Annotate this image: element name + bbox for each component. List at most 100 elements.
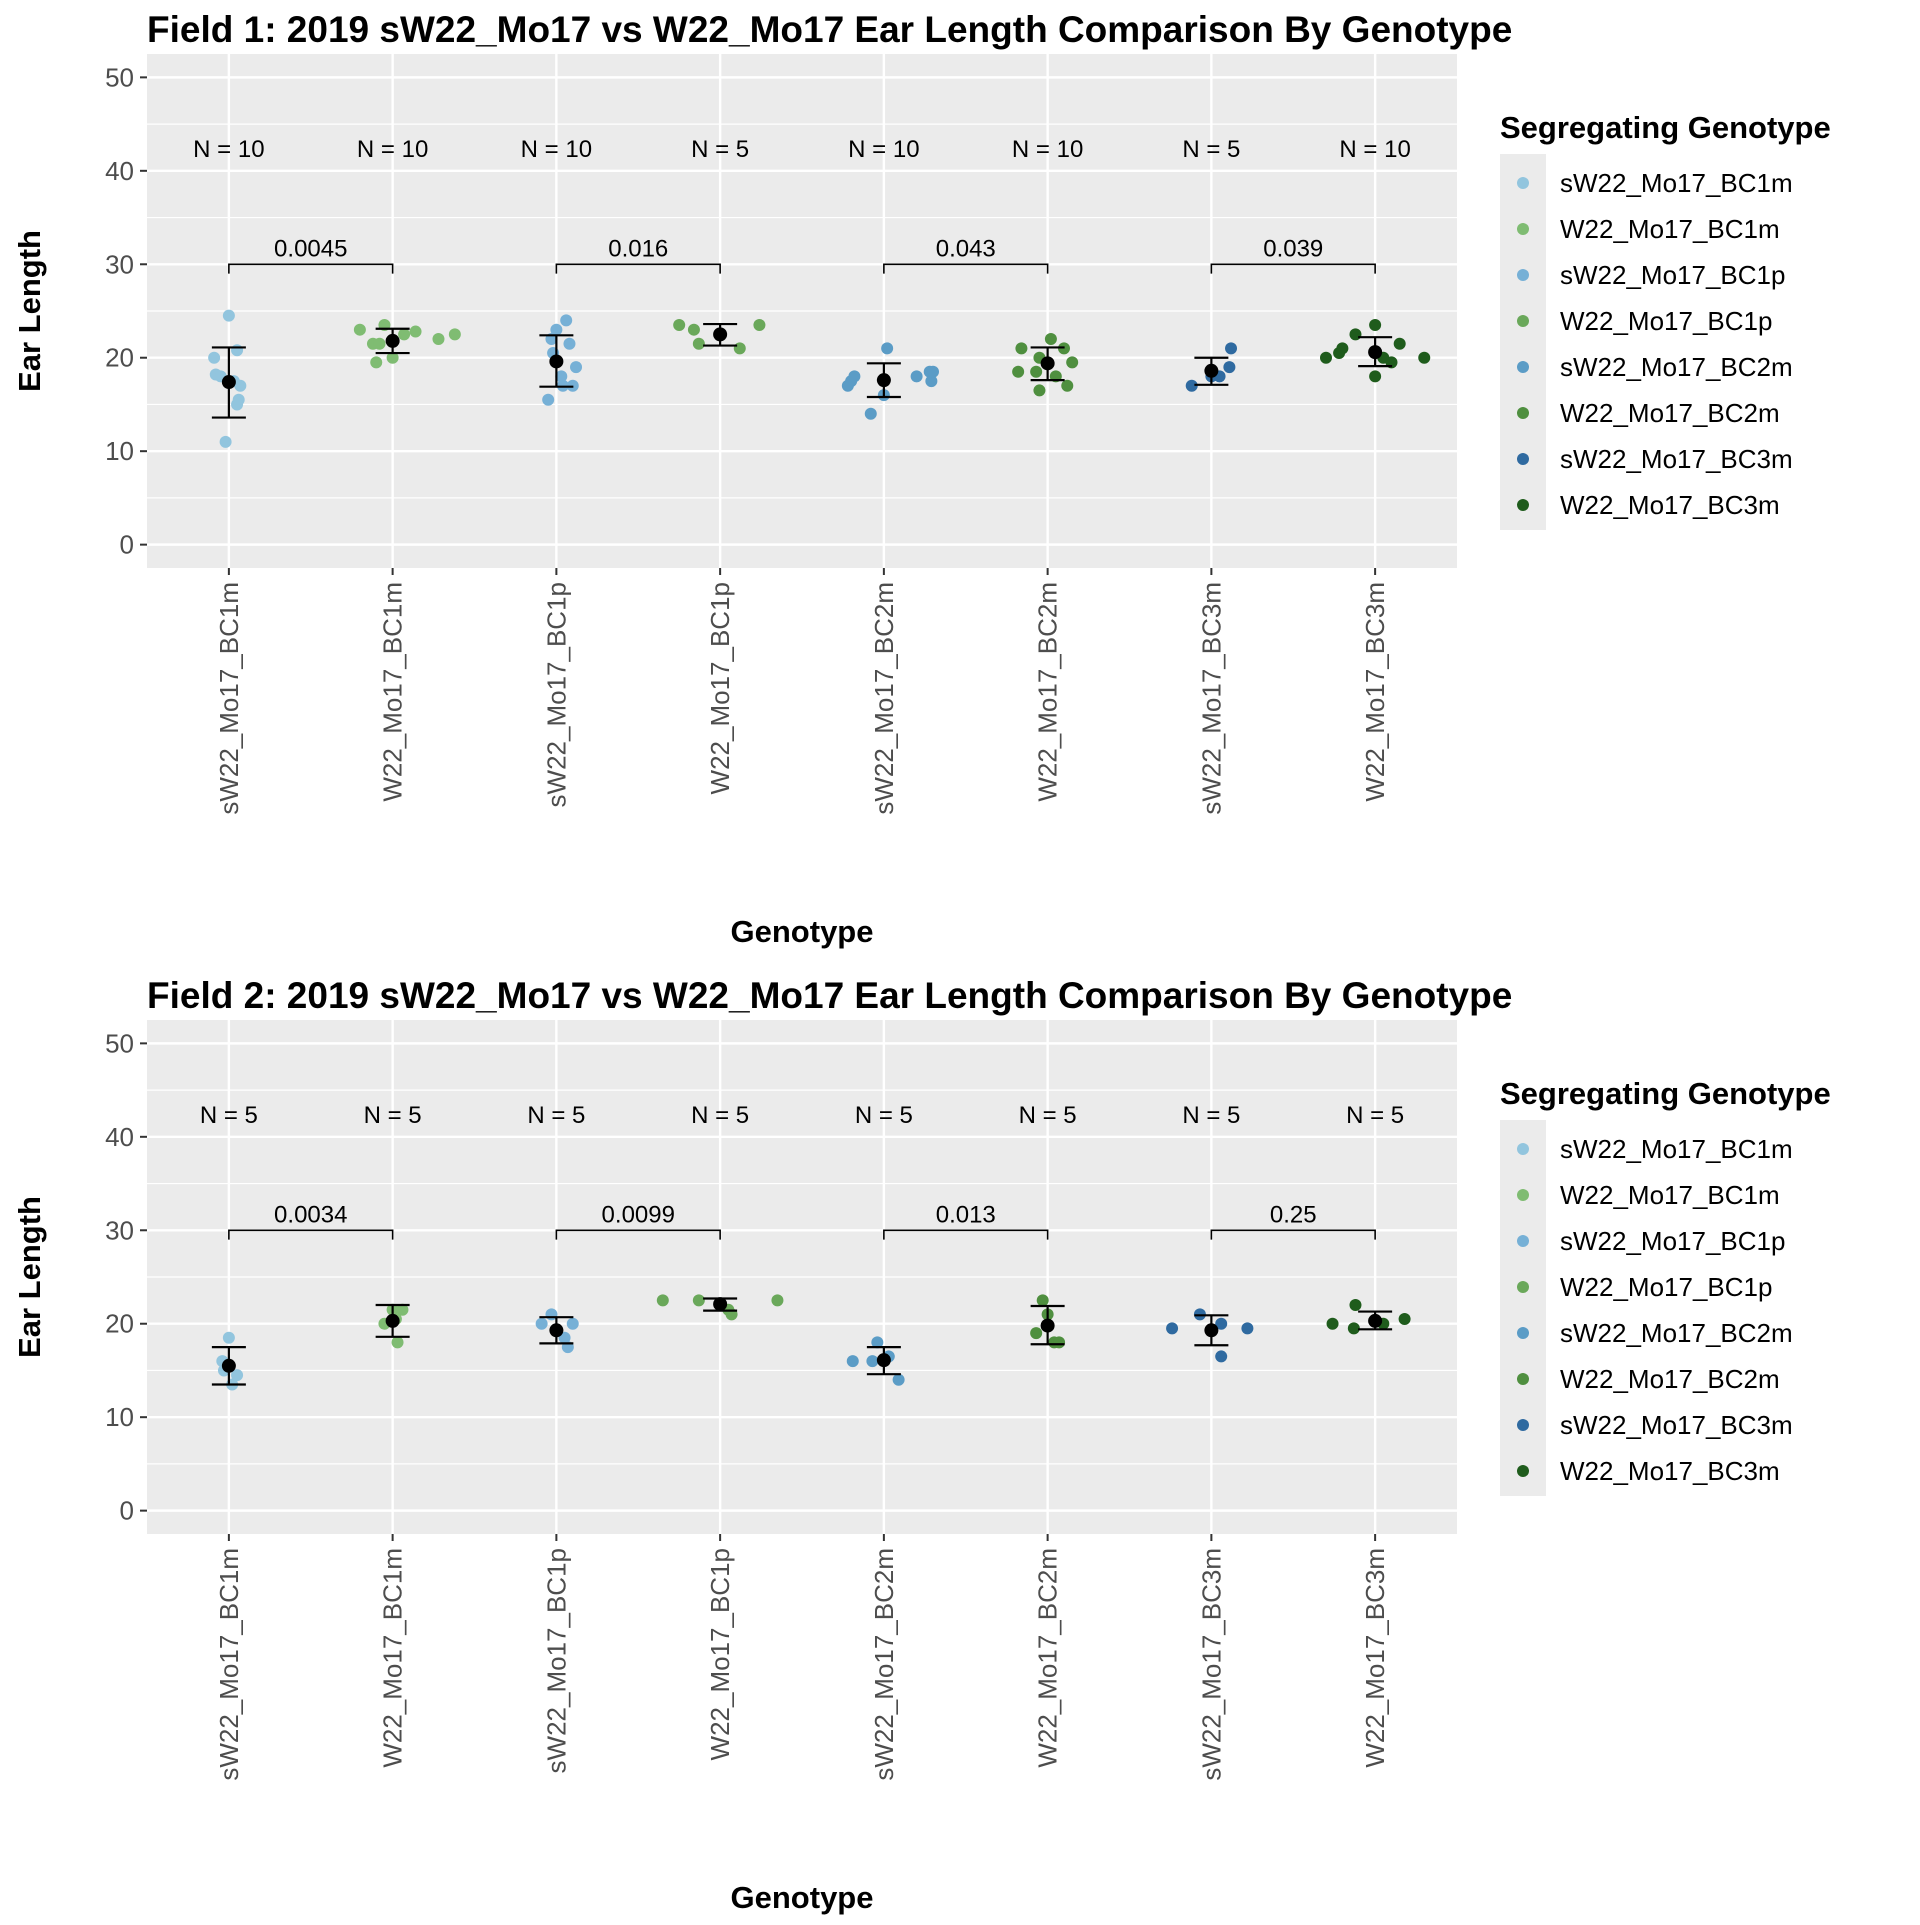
legend-key — [1517, 499, 1529, 511]
x-axis-label: Genotype — [731, 1880, 874, 1915]
comparison-bracket — [1210, 263, 1376, 274]
p-value-label: 0.016 — [608, 235, 668, 262]
y-axis-label: Ear Length — [12, 230, 47, 392]
data-point — [542, 393, 555, 406]
legend-key — [1517, 269, 1529, 281]
data-point — [1215, 1350, 1228, 1363]
data-point — [1036, 1294, 1049, 1307]
legend-key — [1517, 315, 1529, 327]
data-point — [871, 1336, 884, 1349]
p-value-label: 0.013 — [936, 1201, 996, 1228]
data-point — [692, 1294, 705, 1307]
data-point — [353, 323, 366, 336]
n-label: N = 5 — [691, 1102, 749, 1129]
data-point — [866, 1355, 879, 1368]
chart-panel-2: Field 2: 2019 sW22_Mo17 vs W22_Mo17 Ear … — [12, 975, 1831, 1915]
legend-key — [1517, 361, 1529, 373]
legend-key-background — [1500, 1120, 1546, 1496]
y-tick-label: 30 — [105, 249, 134, 279]
legend-label: W22_Mo17_BC2m — [1560, 1364, 1780, 1394]
data-point — [687, 323, 700, 336]
data-point — [563, 337, 576, 350]
p-value-label: 0.0045 — [274, 235, 347, 262]
data-point — [927, 365, 939, 378]
legend-label: W22_Mo17_BC1p — [1560, 306, 1772, 336]
legend-label: sW22_Mo17_BC1m — [1560, 168, 1793, 198]
data-point — [848, 370, 861, 383]
mean-point — [713, 1297, 728, 1312]
legend-key — [1517, 223, 1529, 235]
data-point — [1320, 351, 1332, 364]
n-label: N = 10 — [193, 136, 264, 163]
data-point — [555, 370, 568, 383]
y-tick-label: 10 — [105, 436, 134, 466]
y-tick-label: 30 — [105, 1215, 134, 1245]
mean-point — [385, 1313, 400, 1328]
data-point — [753, 319, 766, 332]
data-point — [1030, 1327, 1043, 1340]
data-point — [1369, 319, 1382, 332]
x-tick-label: W22_Mo17_BC2m — [1033, 1548, 1063, 1768]
legend-label: sW22_Mo17_BC3m — [1560, 444, 1793, 474]
x-tick-label: W22_Mo17_BC1p — [705, 582, 735, 794]
data-point — [409, 325, 422, 338]
data-point — [1326, 1317, 1339, 1330]
legend-label: W22_Mo17_BC2m — [1560, 398, 1780, 428]
y-tick-label: 40 — [105, 156, 134, 186]
mean-point — [713, 327, 728, 342]
data-point — [846, 1355, 859, 1368]
x-tick-label: sW22_Mo17_BC3m — [1196, 1548, 1226, 1781]
data-point — [656, 1294, 669, 1307]
n-label: N = 5 — [364, 1102, 422, 1129]
x-tick-label: W22_Mo17_BC3m — [1360, 1548, 1390, 1768]
comparison-bracket — [228, 263, 394, 274]
n-label: N = 5 — [691, 136, 749, 163]
data-point — [222, 309, 235, 322]
data-point — [398, 328, 411, 341]
legend: Segregating Genotype sW22_Mo17_BC1m W22_Mo… — [1500, 1076, 1831, 1496]
legend-key — [1517, 1327, 1529, 1339]
legend-key — [1517, 1373, 1529, 1385]
data-point — [1349, 1299, 1362, 1312]
legend-label: sW22_Mo17_BC1p — [1560, 1226, 1785, 1256]
legend-title: Segregating Genotype — [1500, 110, 1831, 145]
data-point — [1418, 351, 1431, 364]
legend-key — [1517, 1281, 1529, 1293]
n-label: N = 10 — [357, 136, 428, 163]
data-point — [432, 333, 445, 346]
data-point — [1225, 342, 1238, 355]
x-tick-label: W22_Mo17_BC3m — [1360, 582, 1390, 802]
y-tick-label: 10 — [105, 1402, 134, 1432]
data-point — [550, 323, 563, 336]
legend-key — [1517, 177, 1529, 189]
data-point — [673, 319, 686, 332]
legend-key — [1517, 1143, 1529, 1155]
data-point — [892, 1373, 905, 1386]
legend-label: sW22_Mo17_BC2m — [1560, 352, 1793, 382]
data-point — [910, 370, 923, 383]
legend-label: sW22_Mo17_BC1p — [1560, 260, 1785, 290]
n-label: N = 10 — [1339, 136, 1410, 163]
p-value-label: 0.039 — [1263, 235, 1323, 262]
data-point — [535, 1317, 548, 1330]
data-point — [864, 407, 877, 420]
x-tick-label: sW22_Mo17_BC1p — [541, 1548, 571, 1773]
n-label: N = 5 — [1019, 1102, 1077, 1129]
mean-point — [221, 1358, 236, 1373]
data-point — [208, 351, 221, 364]
data-point — [396, 1303, 409, 1316]
data-point — [1393, 337, 1406, 350]
n-label: N = 5 — [855, 1102, 913, 1129]
data-point — [1061, 379, 1074, 392]
data-point — [1347, 1322, 1360, 1335]
y-tick-label: 40 — [105, 1122, 134, 1152]
legend-key — [1517, 407, 1529, 419]
x-tick-label: sW22_Mo17_BC1m — [214, 582, 244, 815]
legend-label: sW22_Mo17_BC3m — [1560, 1410, 1793, 1440]
data-point — [1033, 384, 1046, 397]
legend: Segregating Genotype sW22_Mo17_BC1m W22_Mo… — [1500, 110, 1831, 530]
legend-label: sW22_Mo17_BC1m — [1560, 1134, 1793, 1164]
y-tick-label: 50 — [105, 1028, 134, 1058]
